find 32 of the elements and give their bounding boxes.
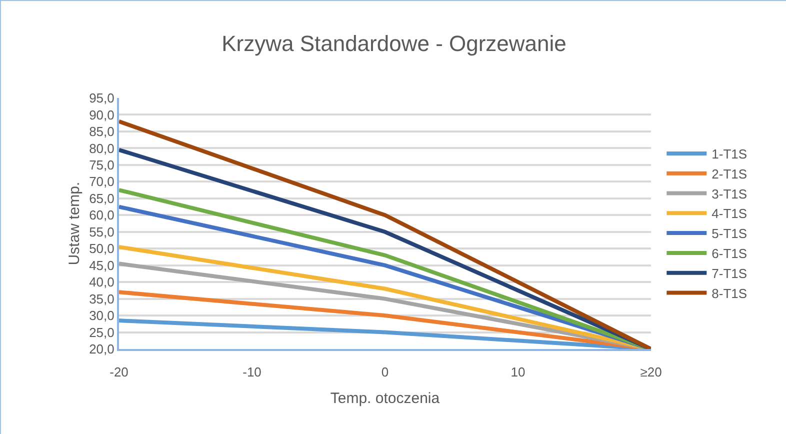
x-axis-title: Temp. otoczenia [330, 390, 440, 408]
y-tick-label: 55,0 [89, 224, 114, 240]
y-tick-label: 50,0 [89, 241, 114, 256]
y-tick-label: 35,0 [89, 291, 114, 306]
legend-label: 4-T1S [712, 206, 748, 222]
legend-label: 8-T1S [712, 286, 748, 301]
y-tick-label: 30,0 [89, 308, 114, 324]
y-tick-label: 75,0 [89, 157, 114, 172]
y-tick-label: 20,0 [89, 342, 114, 357]
y-tick-label: 90,0 [89, 107, 114, 122]
x-tick-label: 10 [510, 364, 526, 380]
y-tick-label: 95,0 [89, 90, 114, 106]
y-tick-label: 65,0 [89, 190, 114, 206]
legend-label: 7-T1S [712, 266, 748, 281]
legend-label: 5-T1S [712, 226, 748, 242]
legend-label: 3-T1S [712, 186, 748, 202]
y-tick-label: 70,0 [89, 174, 114, 190]
legend-label: 1-T1S [712, 146, 748, 162]
y-tick-label: 85,0 [89, 124, 114, 140]
x-tick-label: ≥20 [640, 364, 662, 380]
x-tick-label: -10 [242, 364, 262, 380]
legend-label: 2-T1S [712, 166, 748, 182]
x-tick-label: -20 [110, 364, 128, 380]
legend-label: 6-T1S [712, 246, 748, 262]
y-tick-label: 60,0 [89, 208, 114, 223]
y-tick-label: 25,0 [89, 324, 114, 340]
y-tick-label: 45,0 [89, 258, 114, 273]
y-tick-label: 80,0 [89, 140, 114, 156]
y-axis-title: Ustaw temp. [66, 182, 83, 266]
y-tick-label: 40,0 [89, 274, 114, 290]
chart-title: Krzywa Standardowe - Ogrzewanie [222, 31, 566, 56]
x-tick-label: 0 [381, 364, 389, 380]
